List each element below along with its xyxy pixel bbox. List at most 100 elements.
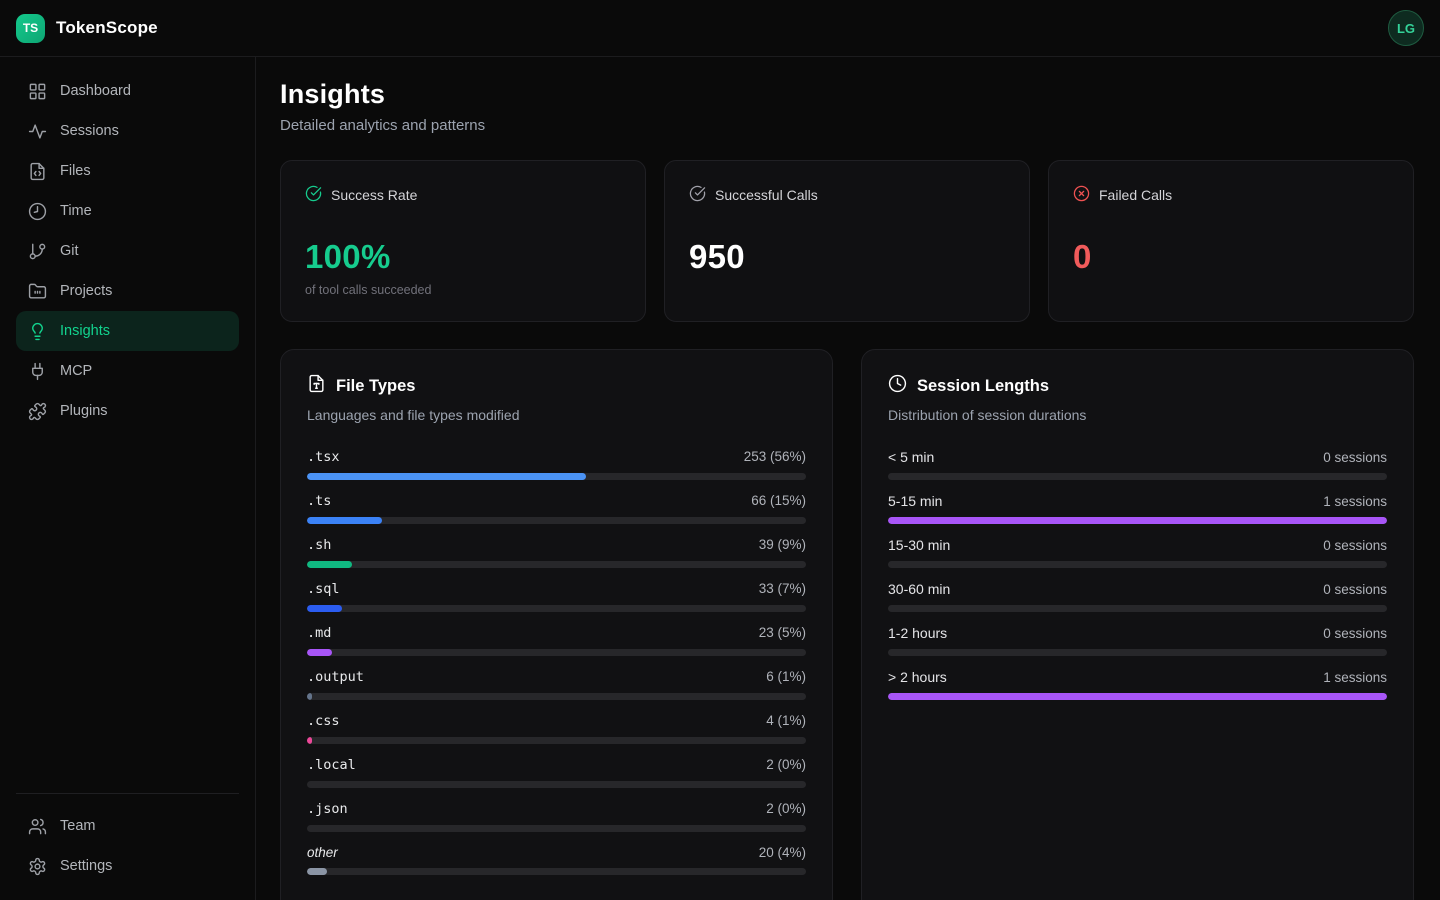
duration-label: 30-60 min: [888, 581, 951, 597]
folder-icon: [28, 282, 47, 301]
file-types-panel: File Types Languages and file types modi…: [280, 349, 833, 900]
session-count-value: 1 sessions: [1323, 670, 1387, 685]
bar-fill: [888, 517, 1387, 524]
sidebar-item-time[interactable]: Time: [16, 191, 239, 231]
sidebar-item-label: Projects: [60, 283, 113, 299]
bar-track: [307, 825, 806, 832]
bar-fill: [307, 517, 382, 524]
panel-title: Session Lengths: [917, 376, 1050, 395]
sidebar-spacer: [16, 431, 239, 793]
bar-fill: [307, 473, 587, 480]
session-lengths-panel: Session Lengths Distribution of session …: [861, 349, 1414, 900]
file-extension-label: .json: [307, 801, 348, 817]
sidebar-item-label: Git: [60, 243, 79, 259]
bar-track: [307, 868, 806, 875]
bar-fill: [307, 737, 312, 744]
bar-track: [307, 781, 806, 788]
app-name: TokenScope: [56, 18, 158, 37]
time-icon: [28, 202, 47, 221]
session-count-value: 0 sessions: [1323, 626, 1387, 641]
file-type-row: .local 2 (0%): [307, 757, 806, 788]
session-length-row: 15-30 min 0 sessions: [888, 537, 1387, 568]
gear-icon: [28, 857, 47, 876]
bar-track: [307, 649, 806, 656]
session-count-value: 0 sessions: [1323, 538, 1387, 553]
app-brand[interactable]: TS TokenScope: [16, 13, 158, 43]
duration-label: 1-2 hours: [888, 625, 948, 641]
file-extension-label: .md: [307, 625, 332, 641]
file-count-value: 39 (9%): [758, 537, 806, 552]
sidebar-item-label: Team: [60, 818, 96, 834]
bar-fill: [307, 868, 327, 875]
session-length-row: > 2 hours 1 sessions: [888, 669, 1387, 700]
duration-label: 15-30 min: [888, 537, 951, 553]
app-logo: TS: [16, 13, 45, 43]
stat-label: Failed Calls: [1099, 187, 1173, 203]
bar-track: [307, 473, 806, 480]
successful-calls-card: Successful Calls 950: [664, 160, 1030, 322]
sidebar-item-plugins[interactable]: Plugins: [16, 391, 239, 431]
bar-track: [307, 737, 806, 744]
file-extension-label: .local: [307, 757, 356, 773]
session-length-row: < 5 min 0 sessions: [888, 449, 1387, 480]
stat-value: 100%: [305, 238, 391, 275]
session-count-value: 0 sessions: [1323, 450, 1387, 465]
panel-subtitle: Languages and file types modified: [307, 407, 520, 423]
git-branch-icon: [28, 242, 47, 261]
sidebar-item-projects[interactable]: Projects: [16, 271, 239, 311]
bar-track: [888, 693, 1387, 700]
panels-row: File Types Languages and file types modi…: [280, 349, 1414, 900]
file-type-row: .md 23 (5%): [307, 625, 806, 656]
file-type-icon: [307, 374, 326, 398]
sidebar-item-insights[interactable]: Insights: [16, 311, 239, 351]
sidebar-item-settings[interactable]: Settings: [16, 846, 239, 886]
session-length-row: 1-2 hours 0 sessions: [888, 625, 1387, 656]
sidebar-item-label: Time: [60, 203, 92, 219]
bar-track: [307, 693, 806, 700]
file-count-value: 23 (5%): [758, 625, 806, 640]
user-avatar[interactable]: LG: [1388, 10, 1424, 46]
sidebar-item-dashboard[interactable]: Dashboard: [16, 71, 239, 111]
file-extension-label: .css: [307, 713, 340, 729]
bar-track: [307, 561, 806, 568]
bar-track: [888, 473, 1387, 480]
stat-label: Success Rate: [331, 187, 418, 203]
users-icon: [28, 817, 47, 836]
file-type-row: .tsx 253 (56%): [307, 449, 806, 480]
sidebar-item-team[interactable]: Team: [16, 806, 239, 846]
duration-label: 5-15 min: [888, 493, 943, 509]
page-subtitle: Detailed analytics and patterns: [280, 117, 486, 134]
bar-fill: [307, 649, 332, 656]
x-circle-icon: [1073, 185, 1090, 205]
bar-track: [888, 649, 1387, 656]
page-title: Insights: [280, 79, 386, 109]
clock-icon: [888, 374, 907, 398]
bar-track: [307, 605, 806, 612]
file-type-row: .sql 33 (7%): [307, 581, 806, 612]
duration-label: > 2 hours: [888, 669, 947, 685]
file-type-row: .json 2 (0%): [307, 801, 806, 832]
sidebar-item-mcp[interactable]: MCP: [16, 351, 239, 391]
dashboard-icon: [28, 82, 47, 101]
sidebar-item-files[interactable]: Files: [16, 151, 239, 191]
sidebar-item-sessions[interactable]: Sessions: [16, 111, 239, 151]
bar-fill: [307, 561, 352, 568]
sidebar: Dashboard Sessions Files Time Git Projec…: [0, 57, 256, 900]
session-length-row: 30-60 min 0 sessions: [888, 581, 1387, 612]
file-count-value: 4 (1%): [766, 713, 806, 728]
file-count-value: 66 (15%): [751, 493, 806, 508]
duration-label: < 5 min: [888, 449, 935, 465]
sidebar-item-label: Plugins: [60, 403, 108, 419]
bar-track: [307, 517, 806, 524]
check-circle-icon: [689, 185, 706, 205]
sidebar-footer: Team Settings: [16, 793, 239, 886]
topbar: TS TokenScope LG: [0, 0, 1440, 57]
session-count-value: 0 sessions: [1323, 582, 1387, 597]
sidebar-item-git[interactable]: Git: [16, 231, 239, 271]
sidebar-item-label: Files: [60, 163, 91, 179]
file-extension-label: .output: [307, 669, 364, 685]
sidebar-item-label: Insights: [60, 323, 110, 339]
stats-row: Success Rate 100% of tool calls succeede…: [280, 160, 1414, 322]
file-count-value: 253 (56%): [743, 449, 806, 464]
file-count-value: 2 (0%): [766, 757, 806, 772]
